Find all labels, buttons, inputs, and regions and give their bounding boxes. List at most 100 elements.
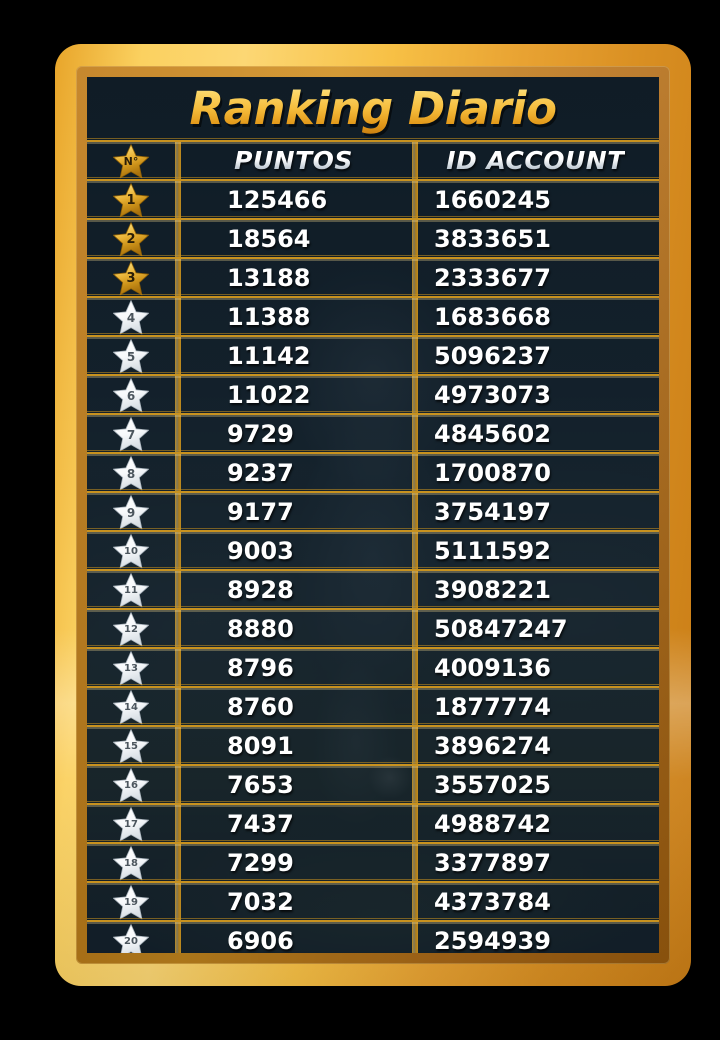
- account-id-value: 4845602: [434, 419, 551, 448]
- points-value: 18564: [227, 224, 311, 253]
- cell-points: 9237: [175, 454, 412, 491]
- cell-id: 50847247: [412, 610, 659, 647]
- account-id-value: 3557025: [434, 770, 551, 799]
- table-row[interactable]: 16 7653 3557025: [87, 762, 659, 803]
- table-row[interactable]: 14 8760 1877774: [87, 684, 659, 725]
- rank-star-icon: 13: [112, 650, 150, 686]
- table-row[interactable]: 8 9237 1700870: [87, 450, 659, 491]
- cell-id: 2594939: [412, 922, 659, 954]
- table-row[interactable]: 5 11142 5096237: [87, 333, 659, 374]
- ranking-table: N° PUNTOS ID ACCOUNT 1 125466 1660245 2 18564 38…: [87, 138, 659, 954]
- table-row[interactable]: 12 8880 50847247: [87, 606, 659, 647]
- table-row[interactable]: 2 18564 3833651: [87, 216, 659, 257]
- rank-star-icon: 3: [112, 260, 150, 296]
- points-value: 7653: [227, 770, 294, 799]
- rank-star-icon: 20: [112, 923, 150, 953]
- table-row[interactable]: 15 8091 3896274: [87, 723, 659, 764]
- rank-star-icon: 12: [112, 611, 150, 647]
- account-id-value: 3833651: [434, 224, 551, 253]
- table-row[interactable]: 3 13188 2333677: [87, 255, 659, 296]
- rank-number: 7: [126, 427, 136, 442]
- table-row[interactable]: 13 8796 4009136: [87, 645, 659, 686]
- cell-points: 9729: [175, 415, 412, 452]
- points-value: 8091: [227, 731, 294, 760]
- table-row[interactable]: 18 7299 3377897: [87, 840, 659, 881]
- cell-points: 8880: [175, 610, 412, 647]
- account-id-value: 1660245: [434, 185, 551, 214]
- cell-rank: 16: [87, 766, 175, 803]
- rank-number: 14: [124, 701, 138, 713]
- rank-star-icon: 1: [112, 182, 150, 218]
- cell-points: 8928: [175, 571, 412, 608]
- points-value: 9177: [227, 497, 294, 526]
- points-value: 7299: [227, 848, 294, 877]
- table-row[interactable]: 9 9177 3754197: [87, 489, 659, 530]
- account-id-value: 1877774: [434, 692, 551, 721]
- cell-rank: 8: [87, 454, 175, 491]
- cell-rank: 1: [87, 181, 175, 218]
- cell-points: 8796: [175, 649, 412, 686]
- points-value: 8928: [227, 575, 294, 604]
- rank-star-icon: 18: [112, 845, 150, 881]
- account-id-value: 3896274: [434, 731, 551, 760]
- rank-number: 13: [124, 662, 138, 674]
- cell-points: 7653: [175, 766, 412, 803]
- header-label-points: PUNTOS: [234, 146, 353, 175]
- table-row[interactable]: 6 11022 4973073: [87, 372, 659, 413]
- cell-id: 4373784: [412, 883, 659, 920]
- rank-star-icon: 4: [112, 299, 150, 335]
- rank-star-icon: 6: [112, 377, 150, 413]
- table-row[interactable]: 1 125466 1660245: [87, 177, 659, 218]
- cell-points: 125466: [175, 181, 412, 218]
- cell-id: 4009136: [412, 649, 659, 686]
- leaderboard-frame-inner: Ranking Diario N° PUNTOS ID ACCOUNT 1 125466…: [76, 66, 670, 964]
- cell-rank: 6: [87, 376, 175, 413]
- cell-id: 1683668: [412, 298, 659, 335]
- table-row[interactable]: 17 7437 4988742: [87, 801, 659, 842]
- cell-rank: 7: [87, 415, 175, 452]
- table-row[interactable]: 10 9003 5111592: [87, 528, 659, 569]
- page-title: Ranking Diario: [189, 82, 558, 135]
- table-row[interactable]: 7 9729 4845602: [87, 411, 659, 452]
- account-id-value: 3377897: [434, 848, 551, 877]
- rank-number: 15: [124, 740, 138, 752]
- cell-id: 1877774: [412, 688, 659, 725]
- cell-id: 4973073: [412, 376, 659, 413]
- cell-rank: 4: [87, 298, 175, 335]
- account-id-value: 1700870: [434, 458, 551, 487]
- cell-id: 1660245: [412, 181, 659, 218]
- leaderboard-panel: Ranking Diario N° PUNTOS ID ACCOUNT 1 125466…: [87, 77, 659, 953]
- cell-rank: 20: [87, 922, 175, 953]
- cell-points: 11142: [175, 337, 412, 374]
- points-value: 7032: [227, 887, 294, 916]
- account-id-value: 4009136: [434, 653, 551, 682]
- rank-number: 3: [126, 271, 136, 286]
- table-row[interactable]: 20 6906 2594939: [87, 918, 659, 954]
- header-cell-points: PUNTOS: [175, 142, 412, 179]
- points-value: 9237: [227, 458, 294, 487]
- rank-star-icon: 17: [112, 806, 150, 842]
- cell-id: 1700870: [412, 454, 659, 491]
- cell-rank: 3: [87, 259, 175, 296]
- table-row[interactable]: 11 8928 3908221: [87, 567, 659, 608]
- rank-number: 16: [124, 779, 138, 791]
- table-row[interactable]: 4 11388 1683668: [87, 294, 659, 335]
- rank-number: 9: [126, 505, 136, 520]
- column-divider-rank: [175, 140, 181, 953]
- account-id-value: 3754197: [434, 497, 551, 526]
- cell-id: 5096237: [412, 337, 659, 374]
- rank-star-icon: 7: [112, 416, 150, 452]
- cell-id: 3896274: [412, 727, 659, 764]
- cell-rank: 19: [87, 883, 175, 920]
- table-row[interactable]: 19 7032 4373784: [87, 879, 659, 920]
- cell-rank: 11: [87, 571, 175, 608]
- rank-star-icon: 8: [112, 455, 150, 491]
- cell-points: 7032: [175, 883, 412, 920]
- cell-points: 18564: [175, 220, 412, 257]
- header-cell-id: ID ACCOUNT: [412, 142, 659, 179]
- rank-number: 2: [126, 232, 136, 247]
- account-id-value: 2333677: [434, 263, 551, 292]
- rank-star-icon: 14: [112, 689, 150, 725]
- ranking-table-body: N° PUNTOS ID ACCOUNT 1 125466 1660245 2 18564 38…: [87, 138, 659, 954]
- rank-star-icon: 5: [112, 338, 150, 374]
